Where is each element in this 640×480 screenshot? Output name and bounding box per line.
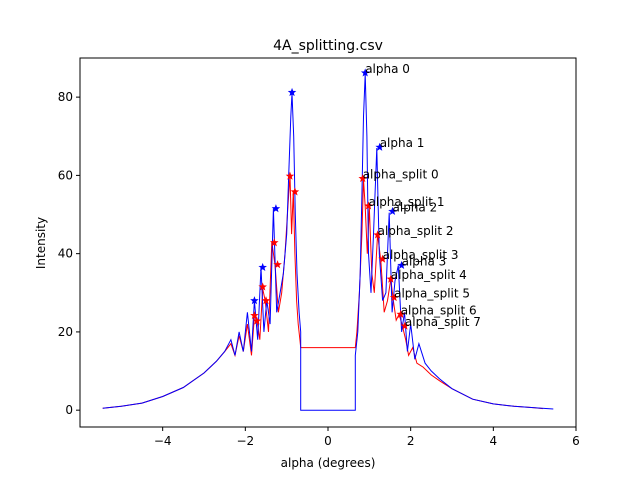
x-axis-ticks: −4 −2 0 2 4 6: [154, 427, 580, 448]
chart-title: 4A_splitting.csv: [273, 38, 383, 54]
x-axis-label: alpha (degrees): [281, 456, 376, 470]
red-peak-marker: [261, 296, 271, 305]
red-peak-marker: [269, 238, 279, 247]
red-peak-marker: [364, 201, 373, 210]
x-tick-label: 0: [324, 434, 332, 448]
peak-annotation: alpha_split 5: [394, 287, 470, 301]
plot-lines: [102, 73, 554, 411]
blue-peak-marker: [258, 262, 267, 271]
peak-annotation: alpha 3: [402, 254, 447, 268]
red-peak-marker: [400, 321, 410, 330]
red-peak-marker: [378, 254, 387, 263]
red-peak-marker: [389, 292, 399, 302]
red-peak-marker: [396, 309, 406, 318]
peak-annotation: alpha_split 7: [405, 315, 481, 329]
y-tick-label: 60: [58, 168, 73, 182]
red-peak-marker: [273, 260, 282, 269]
blue-peak-marker: [397, 260, 406, 270]
peak-annotation: alpha_split 2: [378, 224, 454, 238]
peak-annotation: alpha_split 1: [369, 195, 445, 209]
y-axis-label: Intensity: [34, 217, 48, 269]
blue-peak-marker: [271, 204, 281, 213]
plot-markers: [250, 68, 410, 330]
x-tick-label: 2: [407, 434, 415, 448]
peak-annotation: alpha_split 6: [401, 303, 477, 317]
red-peak-marker: [285, 171, 295, 180]
x-tick-label: 4: [490, 434, 498, 448]
red-peak-marker: [252, 316, 262, 325]
y-tick-label: 0: [65, 403, 73, 417]
y-tick-label: 20: [58, 325, 73, 339]
y-tick-label: 40: [58, 247, 73, 261]
peak-annotation: alpha_split 0: [363, 168, 439, 182]
blue-peak-marker: [388, 206, 397, 216]
x-tick-label: −4: [154, 434, 172, 448]
blue-peak-marker: [250, 296, 259, 305]
blue-peak-marker: [287, 87, 297, 97]
blue-peak-marker: [360, 68, 370, 77]
y-axis-ticks: 0 20 40 60 80: [58, 90, 80, 417]
x-tick-label: −2: [236, 434, 254, 448]
red-peak-marker: [373, 230, 382, 239]
peak-annotation: alpha 0: [365, 62, 410, 76]
peak-annotation: alpha 2: [393, 200, 438, 214]
red-peak-marker: [358, 174, 367, 183]
blue-peak-marker: [375, 142, 384, 151]
peak-annotation: alpha_split 4: [391, 268, 467, 282]
peak-annotation: alpha 1: [380, 136, 425, 150]
red-peak-marker: [386, 274, 396, 283]
red-peak-marker: [258, 282, 267, 291]
peak-annotation: alpha_split 3: [383, 248, 459, 262]
red-peak-marker: [250, 310, 259, 320]
red-peak-marker: [290, 187, 300, 196]
x-tick-label: 6: [572, 434, 580, 448]
series-line-1: [102, 73, 554, 411]
y-tick-label: 80: [58, 90, 73, 104]
